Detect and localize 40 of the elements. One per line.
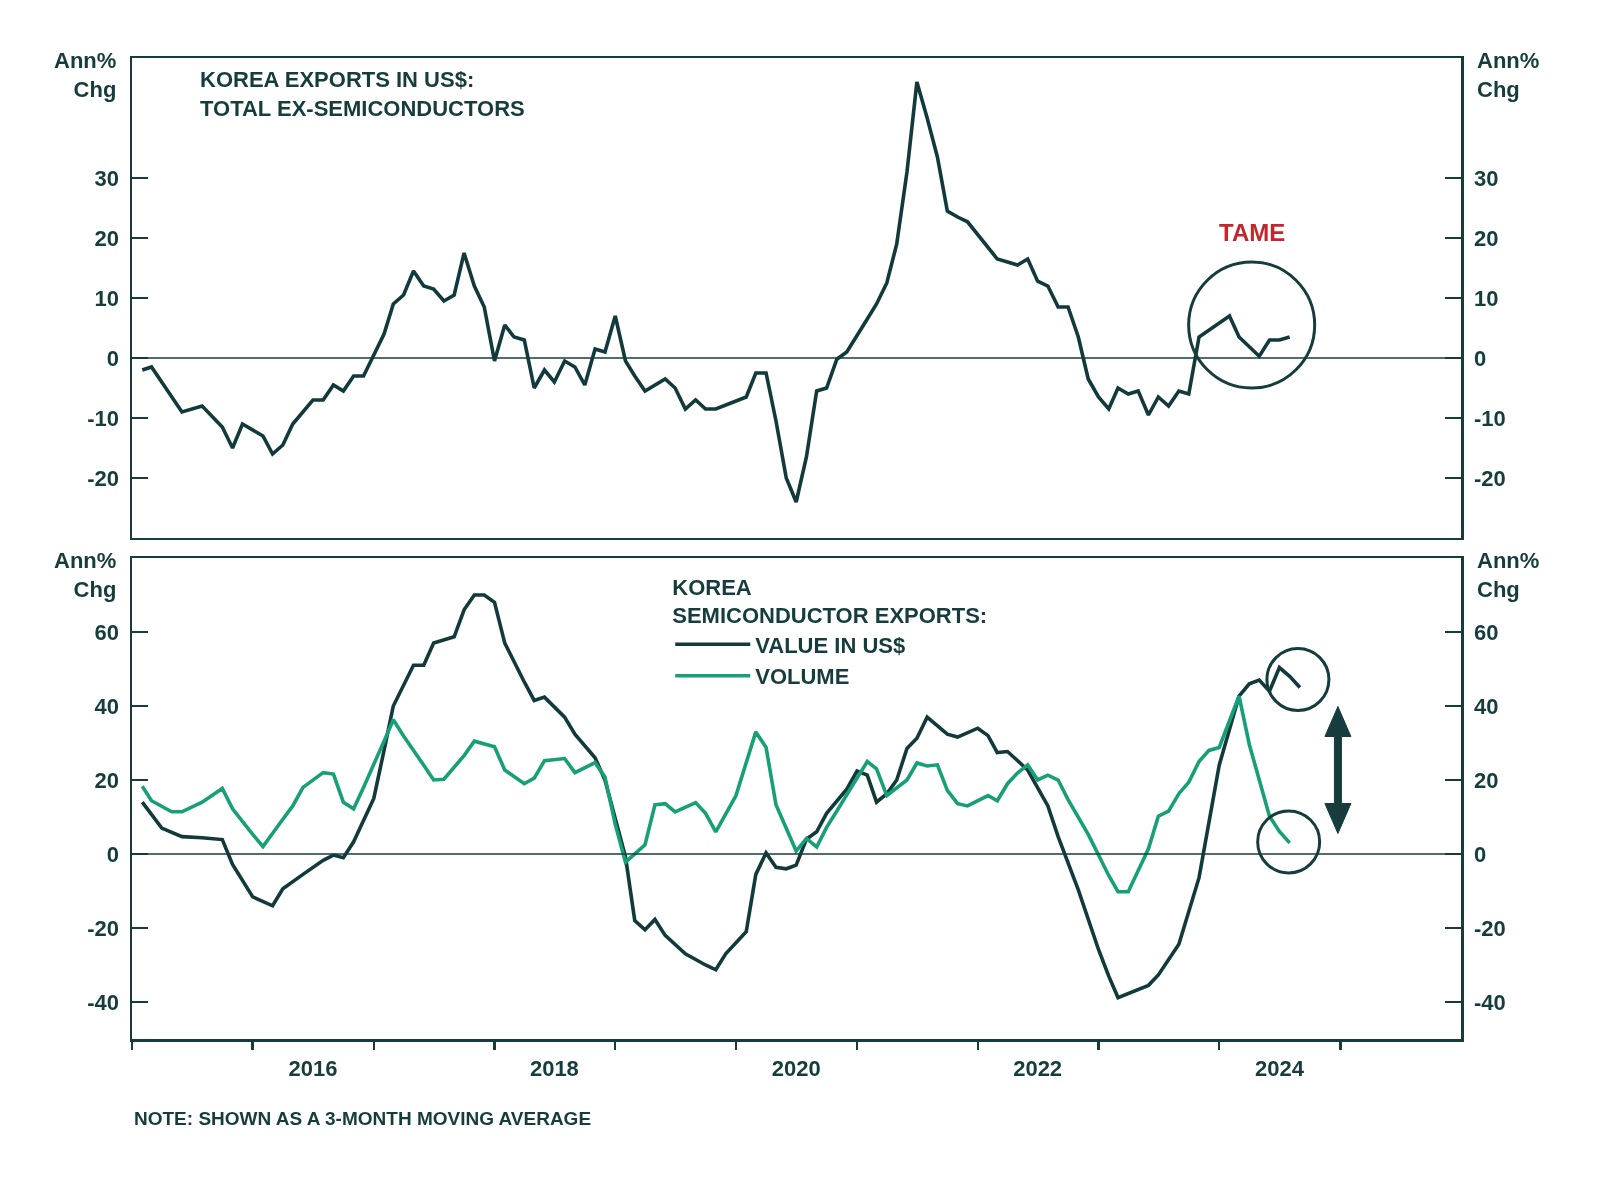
y-tick-label: -10 xyxy=(87,405,120,431)
x-tick-label: 2024 xyxy=(1254,1055,1305,1081)
y-tick-label: 0 xyxy=(106,841,120,867)
y2-tick-label: -10 xyxy=(1473,405,1506,431)
y-axis-title: Ann% Chg xyxy=(54,48,117,102)
y2-tick-label: 20 xyxy=(1473,767,1499,793)
y-tick-label: 0 xyxy=(106,345,120,371)
annotation: TAME xyxy=(1219,219,1286,246)
x-tick-label: 2022 xyxy=(1013,1055,1063,1081)
y-tick-label: -40 xyxy=(87,989,120,1015)
y2-tick-label: 30 xyxy=(1473,165,1499,191)
x-tick-label: 2020 xyxy=(771,1055,821,1081)
y-tick-label: 20 xyxy=(94,767,120,793)
y2-tick-label: 10 xyxy=(1473,285,1499,311)
legend-label: VOLUME xyxy=(755,664,850,690)
y2-tick-label: 0 xyxy=(1473,841,1487,867)
y-tick-label: 40 xyxy=(94,693,120,719)
y-tick-label: 30 xyxy=(94,165,120,191)
x-tick-label: 2016 xyxy=(288,1055,338,1081)
y2-tick-label: -20 xyxy=(1473,465,1506,491)
y2-tick-label: -40 xyxy=(1473,989,1506,1015)
line-series xyxy=(140,694,1292,894)
y2-tick-label: 40 xyxy=(1473,693,1499,719)
y-axis-title: Ann% Chg xyxy=(54,548,117,602)
text: NOTE: SHOWN AS A 3-MONTH MOVING AVERAGE xyxy=(134,1108,592,1129)
y-tick-label: 20 xyxy=(94,225,120,251)
x-tick-label: 2018 xyxy=(529,1055,579,1081)
legend-label: VALUE IN US$ xyxy=(755,632,906,658)
y2-axis-title: Ann% Chg xyxy=(1477,48,1540,102)
y-tick-label: 60 xyxy=(94,619,120,645)
y-tick-label: 10 xyxy=(94,285,120,311)
y2-tick-label: 60 xyxy=(1473,619,1499,645)
y2-tick-label: 0 xyxy=(1473,345,1487,371)
y2-tick-label: -20 xyxy=(1473,915,1506,941)
y2-axis-title: Ann% Chg xyxy=(1477,548,1540,602)
legend-title: KOREA SEMICONDUCTOR EXPORTS: xyxy=(672,574,988,629)
y-tick-label: -20 xyxy=(87,915,120,941)
y-tick-label: -20 xyxy=(87,465,120,491)
y2-tick-label: 20 xyxy=(1473,225,1499,251)
text: KOREA EXPORTS IN US$: TOTAL EX-SEMICONDUCTORS xyxy=(200,67,525,121)
